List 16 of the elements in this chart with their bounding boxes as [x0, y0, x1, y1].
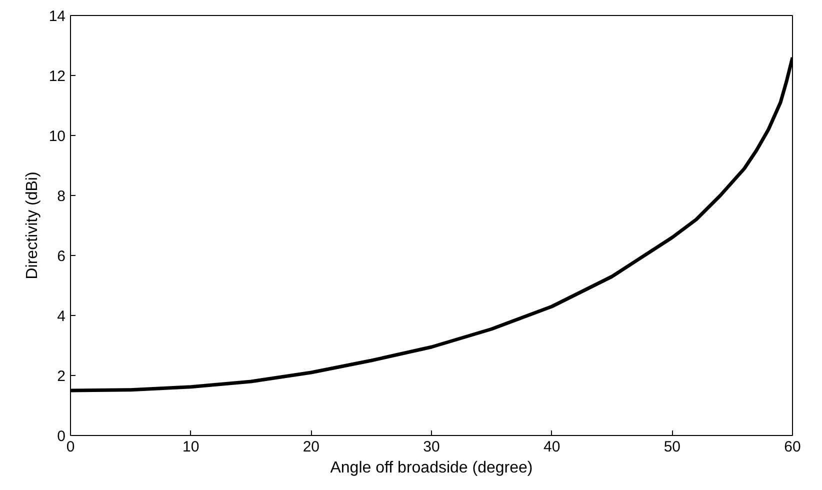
x-tick-label: 20 — [302, 438, 320, 456]
y-tick-label: 12 — [48, 68, 66, 85]
y-tick-label: 8 — [57, 188, 66, 205]
x-axis-title: Angle off broadside (degree) — [330, 460, 533, 476]
x-tick-label: 30 — [423, 438, 440, 456]
y-tick-label: 6 — [57, 248, 66, 265]
y-tick-label: 14 — [48, 8, 66, 25]
x-tick-label: 50 — [664, 438, 681, 456]
x-tick-label: 40 — [543, 438, 560, 456]
y-axis-title: Directivity (dBi) — [24, 172, 41, 280]
x-tick-label: 60 — [784, 438, 801, 456]
y-tick-label: 0 — [57, 428, 66, 445]
y-tick-label: 10 — [48, 128, 66, 145]
y-tick-label: 4 — [57, 308, 66, 325]
x-tick-label: 10 — [182, 438, 200, 456]
y-tick-label: 2 — [57, 368, 66, 385]
